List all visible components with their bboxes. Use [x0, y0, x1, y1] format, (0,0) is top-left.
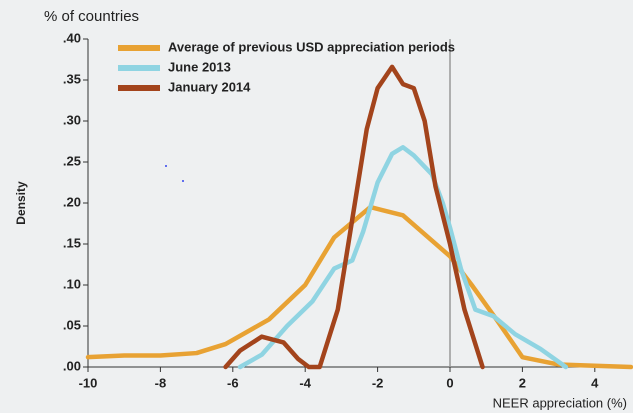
x-tick-label: 0 [446, 375, 453, 390]
y-tick-label: .35 [63, 71, 81, 86]
y-tick-label: .20 [63, 194, 81, 209]
chart-title: % of countries [44, 8, 139, 25]
series-line [223, 64, 485, 370]
y-tick-label: .15 [63, 235, 81, 250]
x-tick-label: 2 [519, 375, 526, 390]
legend-label: June 2013 [168, 59, 231, 74]
x-tick-label: -2 [372, 375, 384, 390]
y-tick-label: .05 [63, 317, 81, 332]
legend-label: January 2014 [168, 79, 251, 94]
y-tick-label: .10 [63, 276, 81, 291]
stray-dot [182, 180, 184, 182]
y-tick-label: .30 [63, 112, 81, 127]
x-tick-label: -8 [155, 375, 167, 390]
x-tick-label: -10 [79, 375, 98, 390]
y-axis-label: Density [14, 181, 28, 225]
x-tick-label: 4 [591, 375, 599, 390]
y-tick-label: .00 [63, 358, 81, 373]
x-axis-label: NEER appreciation (%) [493, 395, 627, 410]
y-tick-label: .40 [63, 30, 81, 45]
x-tick-label: -6 [227, 375, 239, 390]
series-line [237, 144, 569, 370]
x-tick-label: -4 [299, 375, 311, 390]
stray-dot [165, 165, 167, 167]
legend-label: Average of previous USD appreciation per… [168, 39, 455, 54]
y-tick-label: .25 [63, 153, 81, 168]
